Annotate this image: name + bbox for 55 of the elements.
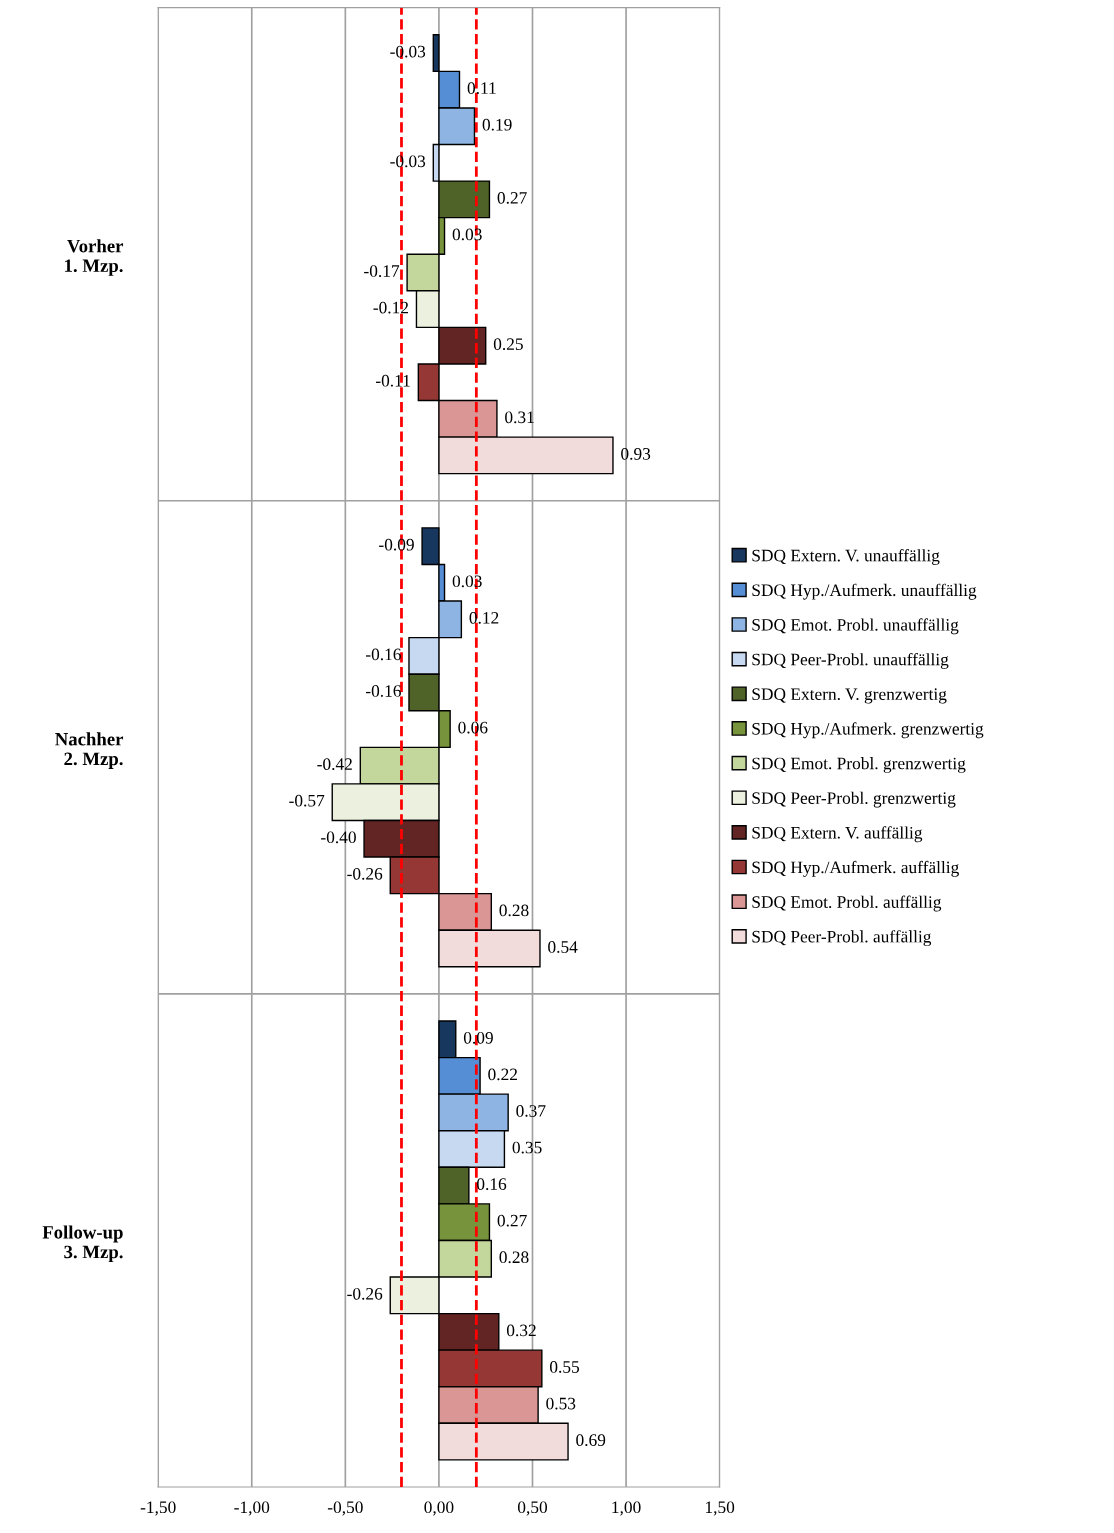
x-tick-label: -0,50 xyxy=(327,1501,363,1516)
data-label: -0.09 xyxy=(379,538,414,551)
data-label: 0.03 xyxy=(452,575,482,588)
legend-label: SDQ Peer-Probl. grenzwertig xyxy=(752,791,956,808)
data-label: 0.27 xyxy=(497,1214,527,1227)
data-label: 0.53 xyxy=(546,1397,576,1410)
data-label: 0.93 xyxy=(621,448,651,460)
data-label: -0.03 xyxy=(390,155,426,168)
legend-label: SDQ Peer-Probl. unauffällig xyxy=(752,652,949,669)
data-label: 0.37 xyxy=(516,1105,546,1117)
data-label: 0.31 xyxy=(505,411,534,424)
legend-label: SDQ Emot. Probl. auffällig xyxy=(752,895,942,912)
legend-label: SDQ Emot. Probl. grenzwertig xyxy=(752,757,966,773)
legend-label: SDQ Emot. Probl. unauffällig xyxy=(752,618,959,635)
data-label: -0.16 xyxy=(365,685,401,697)
data-label: 0.69 xyxy=(576,1434,606,1447)
data-label: 0.55 xyxy=(550,1361,580,1373)
x-tick-label: -1,50 xyxy=(140,1501,176,1516)
data-label: 0.22 xyxy=(488,1068,517,1081)
data-label: -0.42 xyxy=(317,758,352,771)
y-tick-label: Vorher 1. Mzp. xyxy=(65,239,124,276)
data-label: 0.35 xyxy=(512,1141,542,1154)
data-label: -0.11 xyxy=(375,374,410,387)
data-label: 0.12 xyxy=(469,611,499,624)
legend-label: SDQ Extern. V. unauffällig xyxy=(752,549,940,565)
data-label: 0.32 xyxy=(506,1324,536,1337)
data-label: 0.28 xyxy=(499,1251,529,1264)
x-tick-label: 0,00 xyxy=(424,1501,454,1516)
legend-label: SDQ Peer-Probl. auffällig xyxy=(752,930,932,947)
y-tick-label: Nachher 2. Mzp. xyxy=(55,732,124,769)
data-label: 0.06 xyxy=(458,721,488,734)
data-label: 0.03 xyxy=(452,228,482,241)
data-label: 0.25 xyxy=(493,338,523,351)
legend-label: SDQ Hyp./Aufmerk. grenzwertig xyxy=(752,722,984,739)
data-label: -0.12 xyxy=(373,301,409,314)
y-tick-label: Follow-up 3. Mzp. xyxy=(42,1225,123,1263)
data-label: -0.40 xyxy=(321,831,356,844)
data-label: 0.27 xyxy=(497,191,527,204)
data-label: 0.28 xyxy=(499,904,529,917)
x-tick-label: 1,50 xyxy=(705,1501,735,1516)
data-label: -0.17 xyxy=(364,265,400,277)
data-label: 0.11 xyxy=(467,82,496,95)
x-tick-label: -1,00 xyxy=(234,1501,270,1516)
legend-label: SDQ Hyp./Aufmerk. unauffällig xyxy=(752,583,977,600)
data-label: -0.26 xyxy=(347,867,383,880)
x-tick-label: 0,50 xyxy=(517,1501,548,1516)
data-label: 0.16 xyxy=(477,1178,507,1191)
x-tick-label: 1,00 xyxy=(612,1501,641,1516)
data-label: -0.57 xyxy=(289,794,325,807)
data-label: 0.54 xyxy=(548,941,578,953)
legend-label: SDQ Extern. V. grenzwertig xyxy=(752,688,947,704)
data-label: 0.19 xyxy=(482,118,512,131)
legend-label: SDQ Hyp./Aufmerk. auffällig xyxy=(752,860,959,877)
legend-label: SDQ Extern. V. auffällig xyxy=(752,826,923,843)
data-label: -0.26 xyxy=(347,1287,383,1300)
